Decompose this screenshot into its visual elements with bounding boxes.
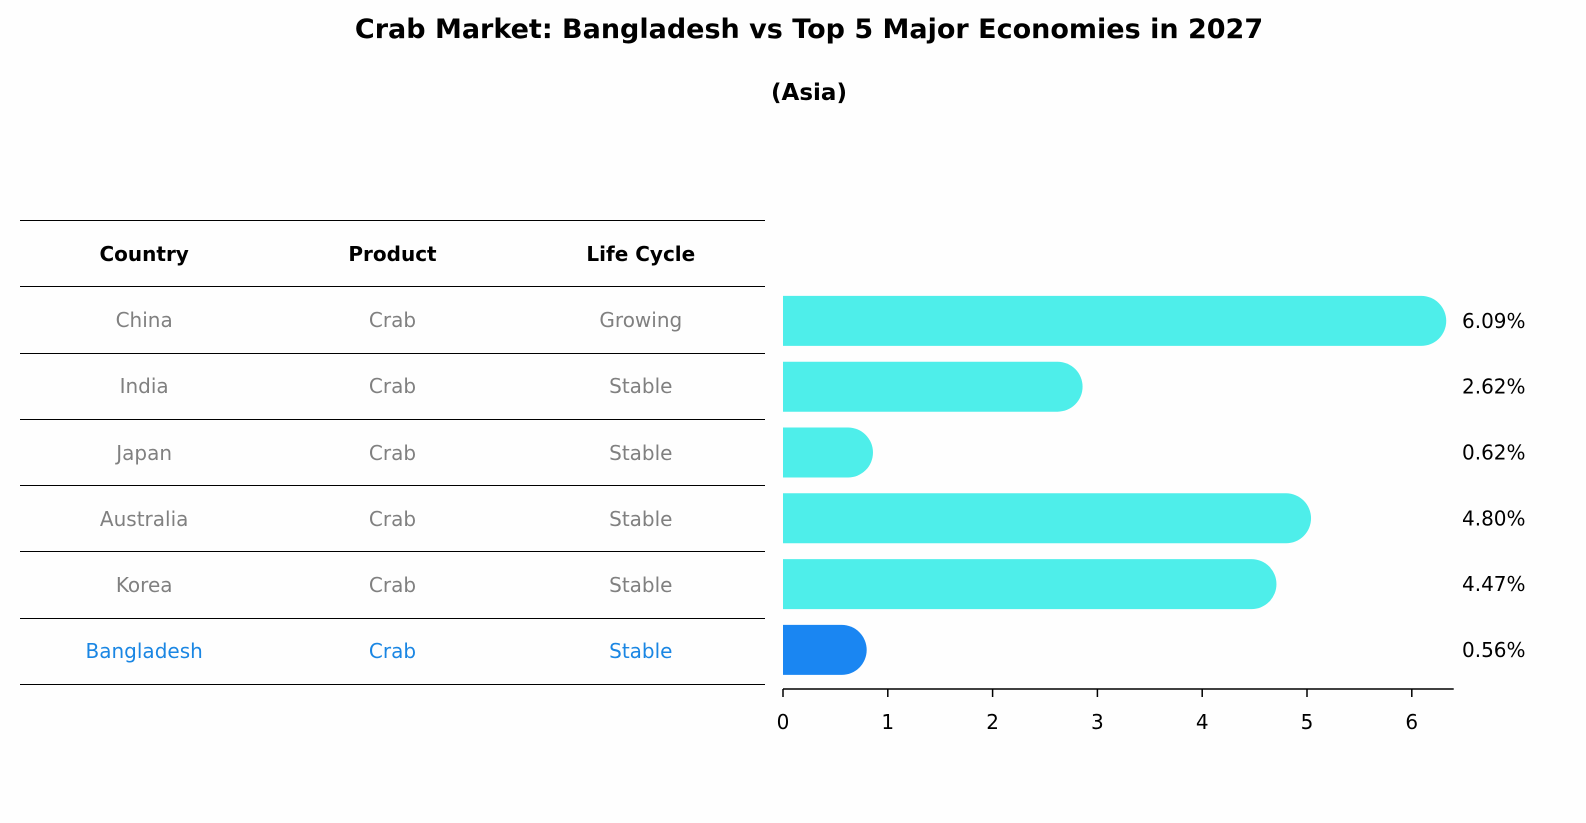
chart-title: Crab Market: Bangladesh vs Top 5 Major E… xyxy=(354,14,1264,45)
bar-korea xyxy=(783,559,1277,610)
table-row-highlighted: Bangladesh Crab Stable xyxy=(20,619,765,686)
header-product: Product xyxy=(348,241,437,266)
value-label: 2.62% xyxy=(1462,375,1526,399)
cell-country: Australia xyxy=(99,506,189,531)
cell-life-cycle: Growing xyxy=(599,307,683,332)
table-row: Korea Crab Stable xyxy=(20,552,765,619)
bar-bangladesh xyxy=(783,624,867,675)
cell-country: Bangladesh xyxy=(85,639,203,664)
cell-country: India xyxy=(119,374,169,399)
table-row: China Crab Growing xyxy=(20,287,765,354)
chart-subtitle: (Asia) xyxy=(771,80,847,106)
cell-life-cycle: Stable xyxy=(609,506,673,531)
x-tick-label: 6 xyxy=(1405,710,1418,734)
cell-product: Crab xyxy=(368,440,417,465)
cell-product: Crab xyxy=(368,307,417,332)
value-label: 4.80% xyxy=(1462,506,1526,530)
bar-india xyxy=(783,361,1083,412)
bar-japan xyxy=(783,427,873,478)
cell-product: Crab xyxy=(368,506,417,531)
table-row: Japan Crab Stable xyxy=(20,420,765,487)
x-tick-label: 1 xyxy=(881,710,894,734)
bar-australia xyxy=(783,493,1312,544)
value-label: 6.09% xyxy=(1462,309,1526,333)
x-tick-label: 0 xyxy=(777,710,790,734)
data-table: Country Product Life Cycle China Crab Gr… xyxy=(20,220,765,686)
header-life-cycle: Life Cycle xyxy=(586,241,696,266)
x-tick-label: 5 xyxy=(1301,710,1314,734)
cell-product: Crab xyxy=(368,374,417,399)
value-label: 4.47% xyxy=(1462,572,1526,596)
cell-country: China xyxy=(115,307,173,332)
cell-life-cycle: Stable xyxy=(609,639,673,664)
cell-country: Japan xyxy=(116,440,173,465)
cell-life-cycle: Stable xyxy=(609,440,673,465)
x-tick-label: 4 xyxy=(1196,710,1209,734)
x-tick-label: 2 xyxy=(986,710,999,734)
bar-china xyxy=(783,295,1447,346)
cell-product: Crab xyxy=(368,573,417,598)
table-row: India Crab Stable xyxy=(20,354,765,420)
table-row: Australia Crab Stable xyxy=(20,486,765,553)
cell-country: Korea xyxy=(115,573,173,598)
table-header-row: Country Product Life Cycle xyxy=(20,221,765,288)
cell-life-cycle: Stable xyxy=(609,374,673,399)
value-label: 0.56% xyxy=(1462,638,1526,662)
x-tick-label: 3 xyxy=(1091,710,1104,734)
header-country: Country xyxy=(99,241,189,266)
cell-life-cycle: Stable xyxy=(609,573,673,598)
value-label: 0.62% xyxy=(1462,441,1526,465)
cell-product: Crab xyxy=(368,639,417,664)
